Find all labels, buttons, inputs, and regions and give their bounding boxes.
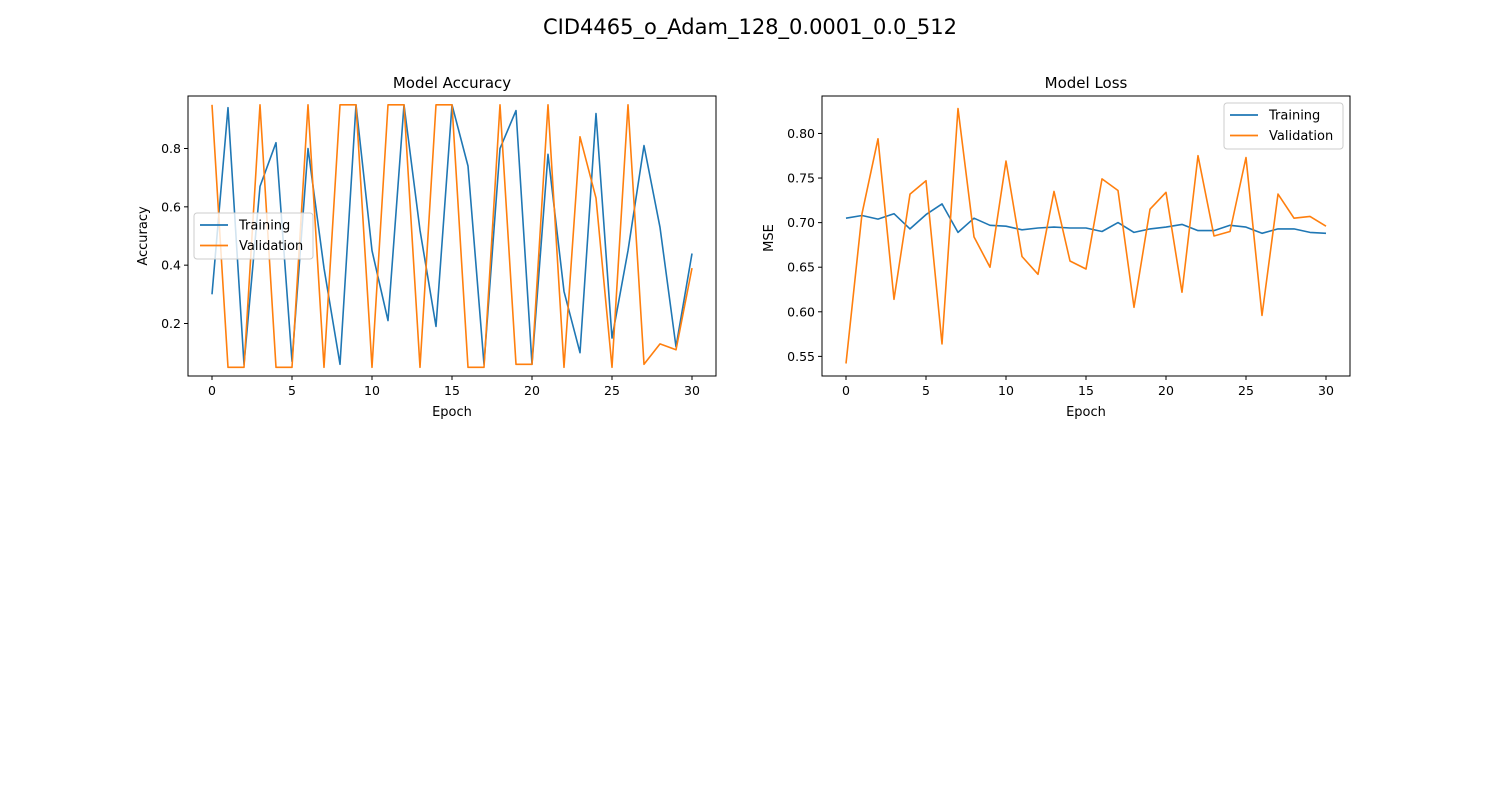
loss-chart: Model Loss Epoch MSE 0 5 10 15 20 25 30 0.55 0.6… (762, 74, 1351, 420)
loss-x-tick-label: 5 (922, 383, 930, 398)
figure-title: CID4465_o_Adam_128_0.0001_0.0_512 (543, 15, 957, 40)
loss-chart-title: Model Loss (1045, 74, 1128, 92)
accuracy-x-axis-label: Epoch (432, 405, 472, 420)
accuracy-y-tick-label: 0.6 (161, 199, 181, 214)
loss-y-tick-label: 0.55 (787, 349, 815, 364)
loss-y-tick-label: 0.75 (787, 171, 815, 186)
accuracy-x-tick-label: 30 (684, 383, 700, 398)
loss-legend: Training Validation (1223, 102, 1344, 150)
accuracy-x-tick-label: 15 (444, 383, 460, 398)
accuracy-x-tick-label: 5 (288, 383, 296, 398)
loss-y-tick-label: 0.60 (787, 304, 815, 319)
accuracy-legend-label-training: Training (238, 219, 290, 234)
loss-y-tick-label: 0.70 (787, 215, 815, 230)
loss-x-axis-label: Epoch (1066, 405, 1106, 420)
accuracy-x-tick-label: 10 (364, 383, 380, 398)
accuracy-x-tick-label: 20 (524, 383, 540, 398)
accuracy-x-tick-label: 0 (208, 383, 216, 398)
accuracy-y-tick-label: 0.2 (161, 316, 181, 331)
loss-x-tick-label: 30 (1318, 383, 1334, 398)
loss-y-tick-label: 0.80 (787, 126, 815, 141)
accuracy-y-tick-label: 0.8 (161, 141, 181, 156)
accuracy-x-tick-label: 25 (604, 383, 620, 398)
loss-legend-label-training: Training (1268, 109, 1320, 124)
loss-y-axis-label: MSE (762, 224, 777, 252)
loss-x-tick-label: 0 (842, 383, 850, 398)
loss-x-tick-label: 15 (1078, 383, 1094, 398)
loss-y-tick-label: 0.65 (787, 260, 815, 275)
accuracy-chart-title: Model Accuracy (393, 74, 511, 92)
loss-x-tick-label: 10 (998, 383, 1014, 398)
accuracy-chart: Model Accuracy Epoch Accuracy 0 5 10 15 20 25… (136, 74, 717, 420)
accuracy-legend-label-validation: Validation (239, 239, 303, 254)
loss-x-tick-label: 20 (1158, 383, 1174, 398)
loss-series-validation-line (845, 107, 1327, 364)
accuracy-legend: Training Validation (193, 212, 314, 260)
loss-series-training-line (845, 203, 1327, 235)
accuracy-y-tick-label: 0.4 (161, 258, 181, 273)
loss-legend-label-validation: Validation (1269, 129, 1333, 144)
accuracy-y-axis-label: Accuracy (136, 206, 151, 266)
loss-x-tick-label: 25 (1238, 383, 1254, 398)
accuracy-series-validation-line (211, 104, 693, 369)
